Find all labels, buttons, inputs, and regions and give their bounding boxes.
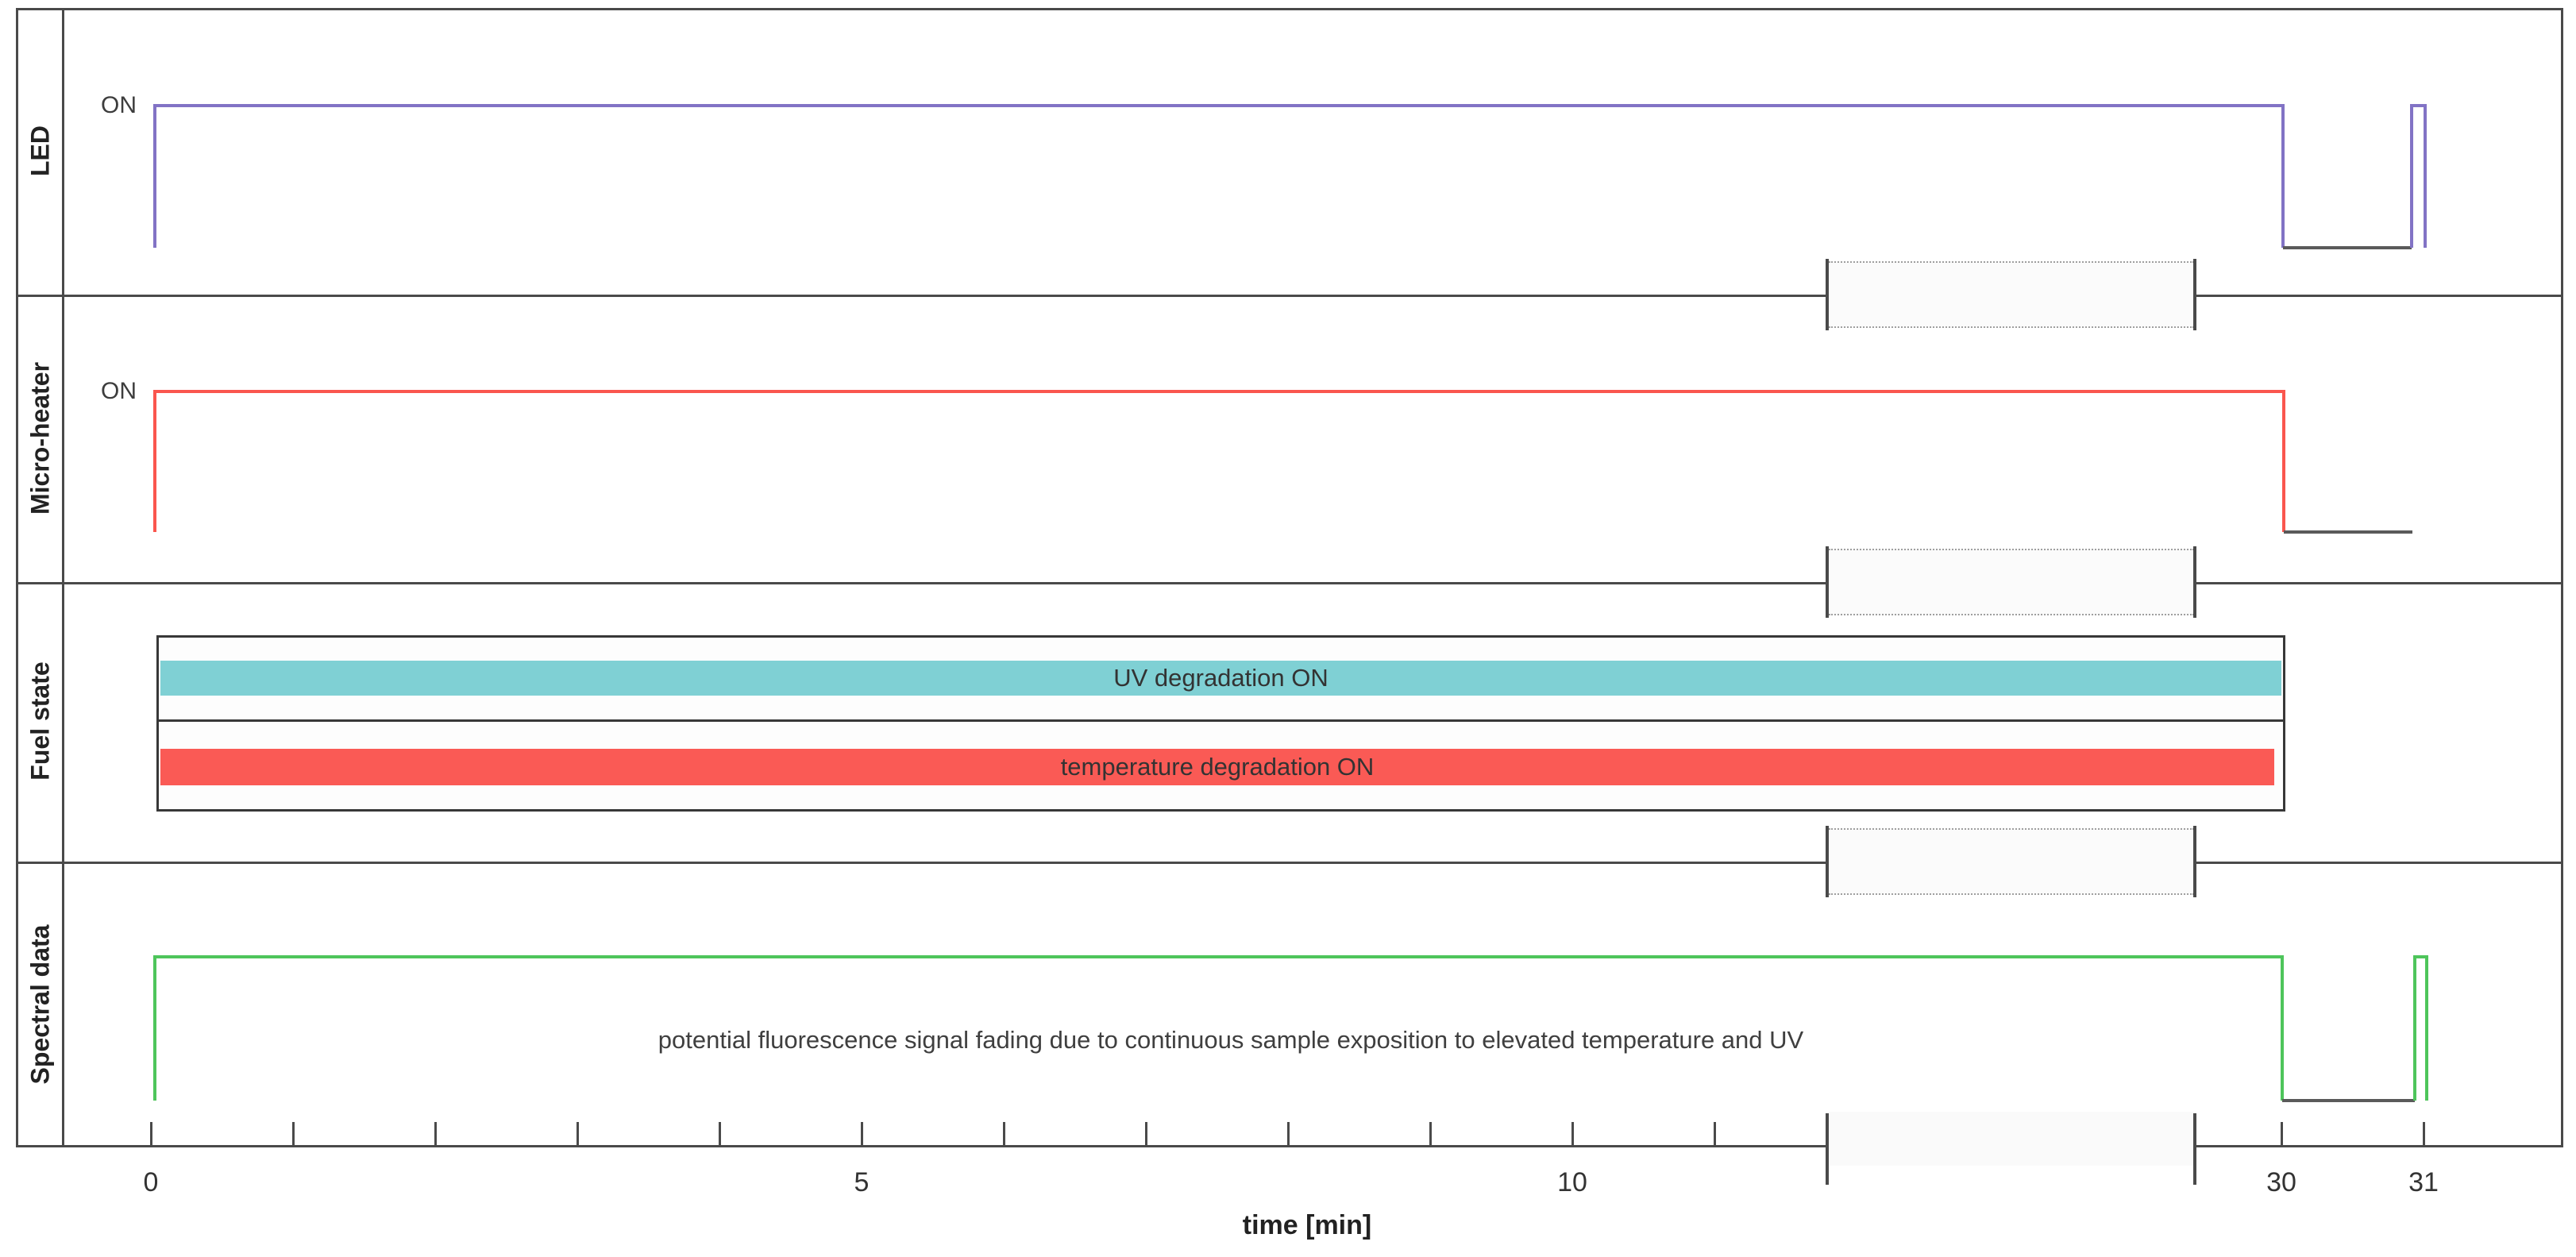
- row-label-spectral-data: Spectral data: [25, 924, 55, 1085]
- x-tick-5: [861, 1122, 863, 1147]
- axis-break-box-row1: [1829, 261, 2194, 328]
- x-axis-title: time [min]: [1242, 1210, 1372, 1240]
- x-tick-0: [150, 1122, 152, 1147]
- row-boundary-fuel-spectral: [16, 862, 2563, 864]
- x-tick-3: [577, 1122, 579, 1147]
- x-tick-label-5: 5: [854, 1167, 870, 1197]
- x-tick-4: [719, 1122, 721, 1147]
- x-tick-11: [1714, 1122, 1716, 1147]
- fuel-state-divider: [156, 719, 2285, 722]
- spectral-annotation: potential fluorescence signal fading due…: [657, 1026, 1804, 1054]
- axis-break-box-row2: [1829, 549, 2194, 615]
- axis-break-bottom: [1829, 1112, 2194, 1166]
- row-label-led: LED: [25, 125, 55, 176]
- x-tick-label-31: 31: [2408, 1167, 2439, 1197]
- row-label-fuel-state: Fuel state: [25, 661, 55, 781]
- row-boundary-heater-fuel: [16, 582, 2563, 584]
- x-tick-31: [2423, 1122, 2425, 1147]
- axis-break-cap: [2193, 826, 2196, 897]
- label-column-divider: [62, 8, 64, 1147]
- axis-break-cap: [2193, 546, 2196, 618]
- x-tick-10: [1571, 1122, 1574, 1147]
- x-tick-label-30: 30: [2266, 1167, 2296, 1197]
- axis-break-box-row3: [1829, 828, 2194, 895]
- temperature-degradation-bar: temperature degradation ON: [160, 749, 2274, 785]
- row-boundary-led-heater: [16, 295, 2563, 297]
- x-tick-30: [2281, 1122, 2283, 1147]
- x-tick-9: [1429, 1122, 1432, 1147]
- x-tick-label-10: 10: [1557, 1167, 1587, 1197]
- x-tick-1: [292, 1122, 295, 1147]
- heater-on-label: ON: [101, 378, 137, 404]
- x-tick-6: [1003, 1122, 1005, 1147]
- x-tick-label-0: 0: [143, 1167, 159, 1197]
- axis-break-cap: [2193, 259, 2196, 330]
- x-tick-2: [434, 1122, 437, 1147]
- uv-degradation-bar: UV degradation ON: [160, 661, 2281, 696]
- axis-break-cap: [1826, 546, 1829, 618]
- axis-break-cap: [1826, 826, 1829, 897]
- plot-outer-border: [16, 8, 2563, 1147]
- axis-break-cap: [2193, 1113, 2196, 1185]
- axis-break-cap: [1826, 259, 1829, 330]
- x-tick-8: [1287, 1122, 1290, 1147]
- x-tick-7: [1145, 1122, 1147, 1147]
- axis-break-cap: [1826, 1113, 1829, 1185]
- led-on-label: ON: [101, 92, 137, 118]
